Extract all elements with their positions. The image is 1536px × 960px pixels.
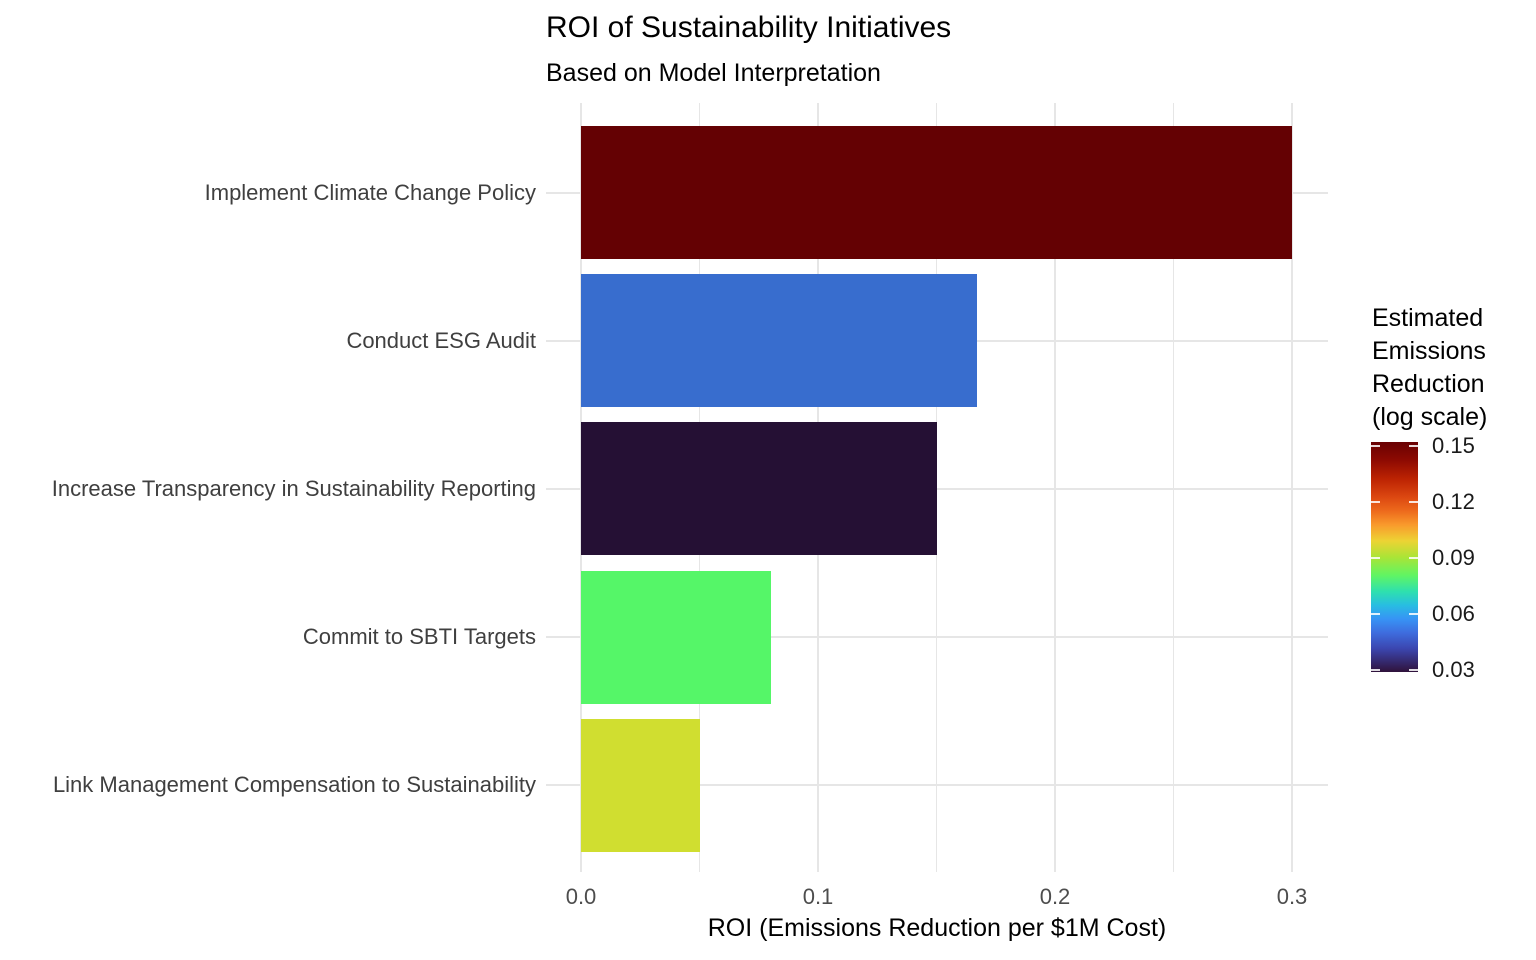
colorbar-tick-0.03-left [1371,669,1380,671]
legend-title: Estimated Emissions Reduction (log scale) [1372,302,1487,434]
category-label-conduct-esg-audit: Conduct ESG Audit [346,327,536,353]
colorbar-tick-0.09-left [1371,557,1380,559]
legend-title-line: (log scale) [1372,403,1488,431]
plot-area [546,103,1328,872]
bar-implement-climate-change-policy [581,126,1292,259]
bar-increase-transparency-in-sustainability-reporting [581,422,937,556]
colorbar-tick-0.15-left [1371,445,1380,447]
colorbar-label-0.03: 0.03 [1432,657,1475,682]
x-tick-label-0.2: 0.2 [1039,884,1071,909]
colorbar-tick-0.09-right [1409,557,1418,559]
legend-title-line: Estimated [1372,304,1484,332]
bar-conduct-esg-audit [581,274,977,408]
colorbar-tick-0.15-right [1409,445,1418,447]
colorbar-tick-0.12-left [1371,501,1380,503]
category-label-implement-climate-change-policy: Implement Climate Change Policy [204,179,536,205]
gridline-major-x-0.2 [1054,103,1056,872]
category-label-commit-to-sbti-targets: Commit to SBTI Targets [302,624,536,650]
colorbar-label-0.06: 0.06 [1432,601,1475,626]
legend-title-line: Emissions [1372,337,1486,365]
gridline-category-commit-to-sbti-targets [546,636,1328,639]
bar-link-management-compensation-to-sustainability [581,718,700,852]
gridline-minor-x-0.15 [936,103,937,872]
colorbar-tick-0.06-left [1371,613,1380,615]
colorbar-tick-0.12-right [1409,501,1418,503]
gridline-category-link-management-compensation-to-sustainability [546,784,1328,787]
category-label-increase-transparency-in-sustainability-reporting: Increase Transparency in Sustainability … [51,475,536,501]
legend-colorbar-group: Estimated Emissions Reduction (log scale) 0… [1360,300,1536,700]
colorbar-tick-0.06-right [1409,613,1418,615]
bar-commit-to-sbti-targets [581,570,771,704]
gridline-major-x-0.3 [1291,103,1293,872]
colorbar-tick-0.03-right [1409,669,1418,671]
gridline-category-increase-transparency-in-sustainability-reporting [546,487,1328,490]
x-tick-label-0.3: 0.3 [1276,884,1308,909]
category-label-link-management-compensation-to-sustainability: Link Management Compensation to Sustaina… [52,772,536,798]
x-axis-title: ROI (Emissions Reduction per $1M Cost) [707,914,1167,942]
colorbar-label-0.15: 0.15 [1432,433,1475,458]
legend-title-line: Reduction [1372,370,1485,398]
chart-title: ROI of Sustainability Initiatives [546,11,952,44]
colorbar-label-0.12: 0.12 [1432,489,1475,514]
colorbar-label-0.09: 0.09 [1432,545,1475,570]
x-tick-label-0.0: 0.0 [565,884,597,909]
gridline-minor-x-0.25 [1173,103,1174,872]
chart-subtitle: Based on Model Interpretation [546,59,881,87]
x-tick-label-0.1: 0.1 [802,884,834,909]
